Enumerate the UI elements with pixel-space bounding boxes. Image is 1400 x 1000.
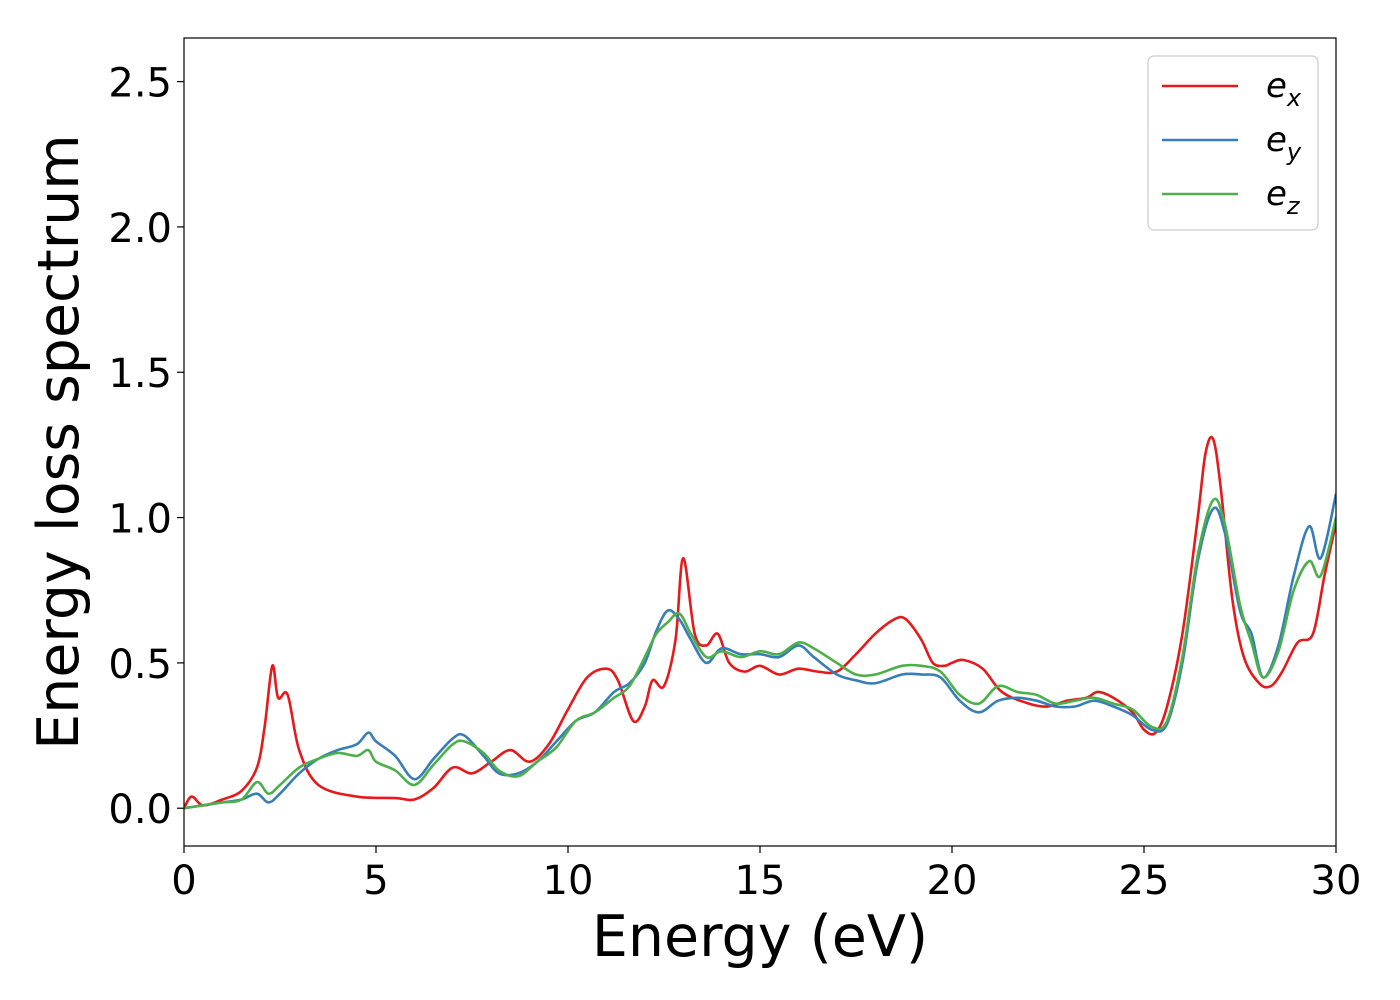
x-tick-label: 15 (735, 858, 786, 904)
y-tick-label: 1.0 (108, 497, 172, 543)
x-tick-label: 5 (363, 858, 388, 904)
x-axis: 0 5 10 15 20 25 30 (171, 846, 1361, 904)
y-tick-label: 0.0 (108, 787, 172, 833)
y-tick-label: 1.5 (108, 351, 172, 397)
plot-background (184, 38, 1336, 846)
series-line-e-x (184, 435, 1336, 810)
x-tick-label: 30 (1311, 858, 1362, 904)
y-tick-label: 2.0 (108, 206, 172, 252)
legend-label-y: ey (1266, 120, 1302, 166)
legend: ex ey ez (1147, 55, 1319, 231)
series-line-e-z (184, 497, 1336, 810)
x-tick-label: 10 (543, 858, 594, 904)
y-tick-label: 0.5 (108, 642, 172, 688)
legend-label-z: ez (1266, 174, 1301, 220)
x-tick-label: 20 (927, 858, 978, 904)
x-tick-label: 0 (171, 858, 196, 904)
series-layer (184, 435, 1336, 810)
x-tick-label: 25 (1119, 858, 1170, 904)
y-tick-label: 2.5 (108, 61, 172, 107)
legend-box (1147, 55, 1319, 231)
y-axis-label: Energy loss spectrum (26, 134, 92, 750)
x-axis-label: Energy (eV) (592, 904, 928, 970)
y-axis: 0.0 0.5 1.0 1.5 2.0 2.5 (108, 61, 184, 833)
legend-label-x: ex (1266, 66, 1302, 112)
